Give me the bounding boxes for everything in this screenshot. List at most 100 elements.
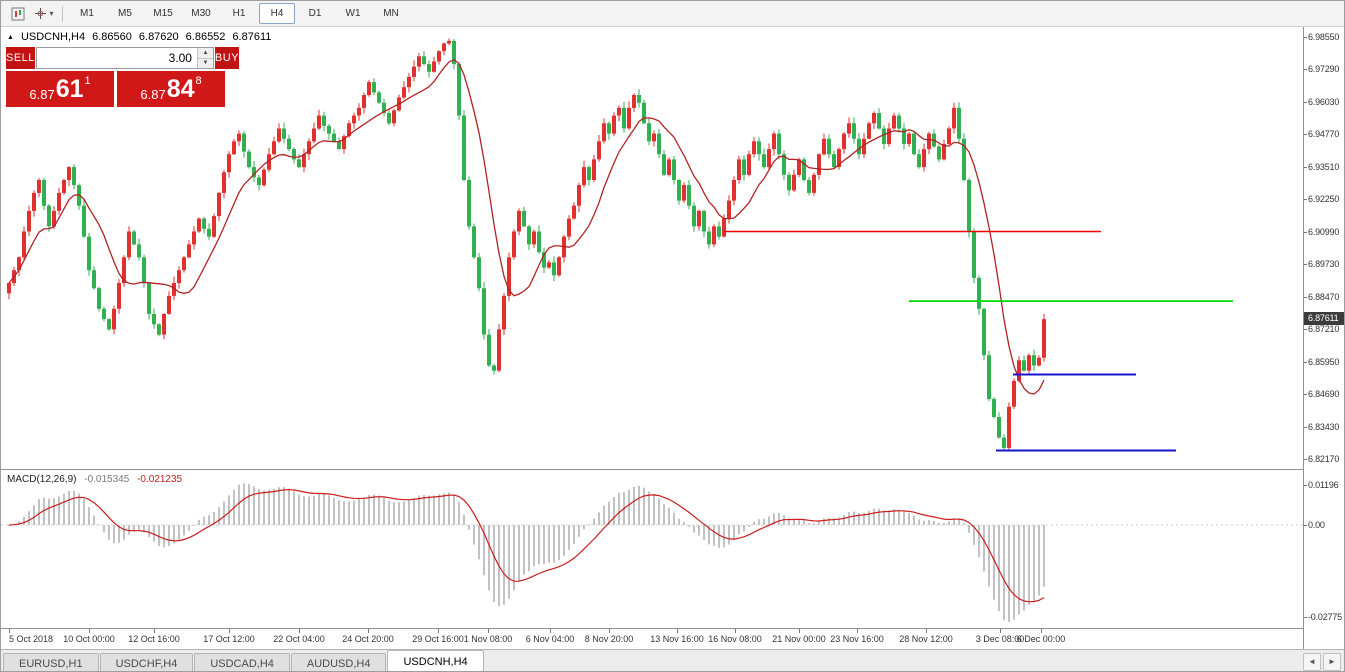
chart-tab-usdcad[interactable]: USDCAD,H4 — [194, 653, 290, 671]
time-axis-label: 5 Oct 2018 — [9, 634, 54, 644]
time-axis-label: 8 Nov 20:00 — [584, 634, 634, 644]
pane-separator[interactable] — [1, 469, 1344, 470]
price-axis-label: 6.98550 — [1308, 32, 1340, 42]
macd-indicator-chart[interactable] — [1, 470, 1303, 628]
buy-price-prefix: 6.87 — [140, 87, 166, 102]
chart-tab-usdchf[interactable]: USDCHF,H4 — [99, 653, 194, 671]
tabs-scroll-right-button[interactable]: ► — [1323, 652, 1341, 671]
timeframe-toolbar: M1 M5 M15 M30 H1 H4 D1 W1 MN — [68, 3, 410, 24]
chart-tab-usdcnh[interactable]: USDCNH,H4 — [387, 650, 484, 671]
price-axis-tick — [1304, 459, 1307, 460]
price-axis-tick — [1304, 69, 1307, 71]
price-axis-tick — [1304, 264, 1307, 266]
chart-tab-audusd[interactable]: AUDUSD,H4 — [290, 653, 387, 671]
low-value: 6.86552 — [185, 31, 226, 43]
price-axis-tick — [1304, 101, 1307, 103]
timeframe-button-h4[interactable]: H4 — [259, 3, 295, 24]
timescale-separator — [1, 628, 1344, 629]
timeframe-button-m30[interactable]: M30 — [191, 8, 211, 19]
time-axis-tick — [799, 629, 800, 633]
time-axis-label: 21 Nov 00:00 — [772, 634, 826, 644]
timeframe-button-m1[interactable]: M1 — [80, 8, 94, 19]
buy-price-big: 84 — [166, 74, 195, 103]
time-axis-tick — [857, 629, 858, 633]
toolbar-separator — [62, 5, 63, 22]
chart-region: 5 Oct 2018 10 Oct 00:00 12 Oct 16:00 17 Oct… — [1, 27, 1344, 649]
time-axis-label: 16 Nov 08:00 — [708, 634, 762, 644]
timeframe-button-w1[interactable]: W1 — [345, 8, 361, 19]
time-axis-tick — [9, 629, 10, 633]
indicator-label: MACD(12,26,9) -0.015345 -0.021235 — [7, 474, 182, 485]
time-axis-tick — [926, 629, 927, 633]
indicator-main-value: -0.015345 — [84, 474, 130, 485]
crosshair-tool-dropdown[interactable]: ▾ — [32, 3, 56, 25]
price-axis-tick — [1304, 329, 1307, 331]
sell-button[interactable]: SELL — [6, 47, 35, 69]
time-axis[interactable]: 5 Oct 2018 10 Oct 00:00 12 Oct 16:00 17 Oct… — [1, 629, 1303, 649]
toolbar: ▾ M1 M5 M15 M30 H1 H4 D1 W1 MN — [1, 1, 1344, 27]
timeframe-button-m15[interactable]: M15 — [153, 8, 173, 19]
timeframe-button-d1[interactable]: D1 — [308, 8, 322, 19]
time-axis-label: 13 Nov 16:00 — [650, 634, 704, 644]
price-axis-tick — [1304, 394, 1307, 396]
macd-axis-label: -0.02775 — [1308, 612, 1342, 622]
buy-price-box[interactable]: 6.87 84 8 — [117, 71, 225, 107]
volume-up-icon[interactable]: ▲ — [197, 48, 213, 59]
sell-price-box[interactable]: 6.87 61 1 — [6, 71, 114, 107]
price-axis-label: 6.85950 — [1308, 356, 1340, 367]
chart-plot-area[interactable]: 5 Oct 2018 10 Oct 00:00 12 Oct 16:00 17 Oct… — [1, 27, 1303, 649]
price-axis-tick — [1304, 231, 1307, 233]
price-axis-label: 6.97290 — [1308, 64, 1340, 75]
price-axis-label: 6.84690 — [1308, 389, 1340, 400]
macd-histogram — [8, 483, 1045, 622]
price-axis-label: 6.87210 — [1308, 324, 1340, 335]
tabs-scroll-left-button[interactable]: ◄ — [1303, 652, 1321, 671]
moving-average-line — [8, 58, 1045, 395]
time-axis-label: 12 Oct 16:00 — [128, 634, 180, 644]
chart-tab-eurusd[interactable]: EURUSD,H1 — [3, 653, 99, 671]
price-axis-label: 6.89730 — [1308, 259, 1340, 270]
buy-button[interactable]: BUY — [214, 47, 240, 69]
candlestick-glyph — [11, 7, 25, 20]
sell-price-sup: 1 — [84, 75, 91, 87]
price-axis-label: 6.90990 — [1308, 226, 1340, 237]
crosshair-icon — [35, 8, 47, 19]
price-axis-tick — [1304, 166, 1307, 168]
time-axis-label: 17 Oct 12:00 — [203, 634, 255, 644]
price-axis-label: 6.93510 — [1308, 161, 1340, 172]
symbol-label: USDCNH,H4 — [20, 31, 86, 43]
macd-axis-label: 0.01196 — [1308, 480, 1339, 490]
tab-navigation: ◄ ► — [1303, 650, 1344, 671]
timeframe-button-mn[interactable]: MN — [383, 8, 399, 19]
macd-axis-tick — [1304, 485, 1307, 486]
indicator-signal-value: -0.021235 — [137, 474, 183, 485]
time-axis-label: 10 Oct 00:00 — [63, 634, 115, 644]
volume-spinner: ▲ ▼ — [35, 47, 214, 69]
volume-down-icon[interactable]: ▼ — [197, 58, 213, 68]
candlestick-chart[interactable] — [1, 27, 1303, 469]
price-axis-label: 6.94770 — [1308, 129, 1340, 140]
time-axis-tick — [1000, 629, 1001, 633]
chart-window-icon[interactable] — [6, 3, 30, 25]
macd-pane[interactable] — [1, 470, 1303, 628]
timeframe-button-h1[interactable]: H1 — [232, 8, 246, 19]
price-axis[interactable]: 6.87611 6.98550 6.97290 6.96030 6.94770 6.93… — [1303, 27, 1344, 649]
one-click-collapse-icon[interactable]: ▲ — [7, 33, 14, 41]
time-axis-tick — [550, 629, 551, 633]
tabs: EURUSD,H1 USDCHF,H4 USDCAD,H4 AUDUSD,H4 USDC… — [3, 650, 485, 671]
timeframe-button-m5[interactable]: M5 — [118, 8, 132, 19]
time-axis-tick — [368, 629, 369, 633]
price-axis-label: 6.92250 — [1308, 194, 1340, 205]
time-axis-tick — [488, 629, 489, 633]
buy-price-sup: 8 — [195, 75, 202, 87]
time-axis-label: 6 Dec 00:00 — [1016, 634, 1066, 644]
time-axis-label: 29 Oct 16:00 — [412, 634, 464, 644]
time-axis-label: 6 Nov 04:00 — [525, 634, 575, 644]
time-axis-label: 1 Nov 08:00 — [463, 634, 513, 644]
time-axis-label: 24 Oct 20:00 — [342, 634, 394, 644]
time-axis-tick — [735, 629, 736, 633]
chart-tabbar: EURUSD,H1 USDCHF,H4 USDCAD,H4 AUDUSD,H4 USDC… — [1, 649, 1344, 671]
macd-signal-line — [8, 489, 1045, 603]
volume-input[interactable] — [36, 48, 197, 68]
price-axis-label: 6.83430 — [1308, 421, 1340, 432]
